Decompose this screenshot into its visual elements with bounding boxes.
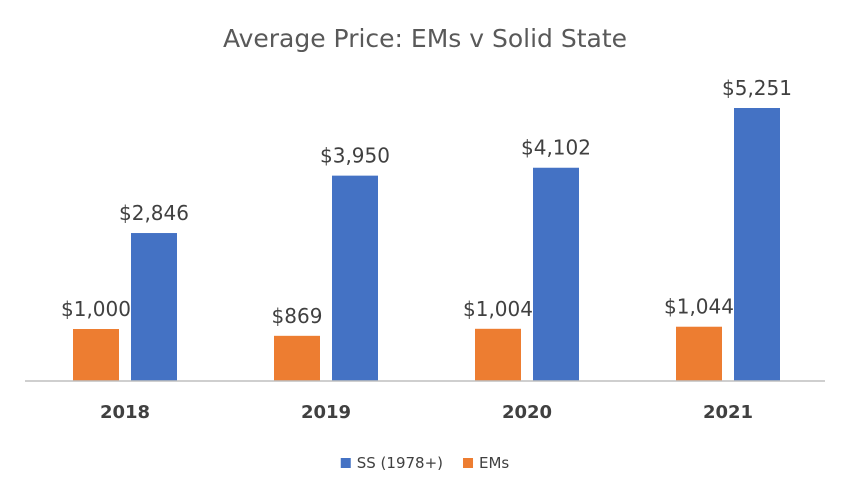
bar-ss-1978-2018 — [131, 233, 177, 381]
data-label-ems-2020: $1,004 — [463, 297, 533, 321]
legend-label-ems: EMs — [479, 454, 509, 472]
data-label-ems-2021: $1,044 — [664, 295, 734, 319]
data-label-ems-2018: $1,000 — [61, 297, 131, 321]
legend-label-ss-1978: SS (1978+) — [357, 454, 443, 472]
bar-ss-1978-2020 — [533, 167, 579, 381]
bars-group: $1,000 $2,846 $869 $3,950 $1,004 $4,102 $1,044… — [61, 76, 792, 381]
data-label-ss-1978-2021: $5,251 — [722, 76, 792, 100]
bar-ems-2018 — [73, 329, 119, 381]
data-label-ss-1978-2019: $3,950 — [320, 144, 390, 168]
chart-title: Average Price: EMs v Solid State — [223, 24, 627, 53]
legend-swatch-ss-1978 — [340, 458, 351, 468]
legend: SS (1978+) EMs — [340, 454, 509, 472]
data-label-ss-1978-2018: $2,846 — [119, 201, 189, 225]
data-label-ss-1978-2020: $4,102 — [521, 136, 591, 160]
bar-ss-1978-2019 — [332, 175, 378, 381]
bar-ems-2019 — [274, 335, 320, 381]
bar-ss-1978-2021 — [734, 108, 780, 381]
bar-ems-2020 — [475, 328, 521, 381]
legend-swatch-ems — [463, 458, 474, 468]
bar-ems-2021 — [676, 326, 722, 381]
data-label-ems-2019: $869 — [272, 304, 323, 328]
x-tick-label-2019: 2019 — [301, 402, 351, 423]
x-tick-label-2018: 2018 — [100, 402, 150, 423]
x-tick-labels: 2018 2019 2020 2021 — [100, 402, 753, 423]
x-tick-label-2021: 2021 — [703, 402, 753, 423]
x-tick-label-2020: 2020 — [502, 402, 552, 423]
